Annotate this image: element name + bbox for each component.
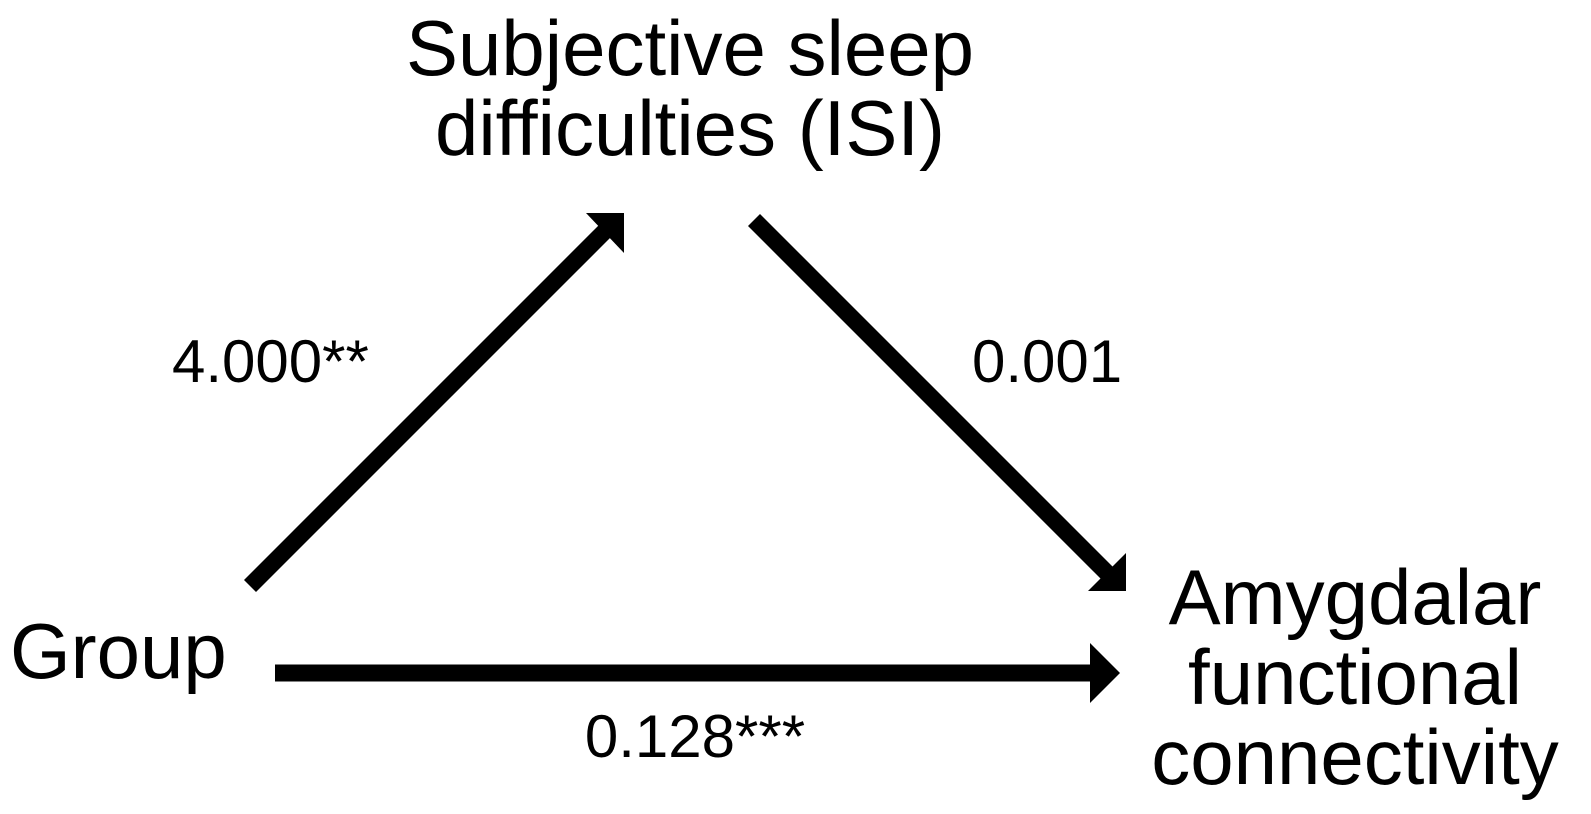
arrow-a: [243, 213, 624, 593]
arrow-c: [275, 643, 1120, 703]
node-label: Group: [10, 607, 227, 695]
arrow-shaft: [243, 221, 615, 593]
arrow-shaft: [747, 213, 1117, 583]
arrow-head: [1090, 643, 1120, 703]
node-label: Amygdalar: [1169, 553, 1542, 641]
edge-label: 4.000**: [172, 328, 369, 395]
node-label: difficulties (ISI): [435, 84, 945, 172]
node-label: functional: [1188, 633, 1522, 721]
node-label: Subjective sleep: [406, 4, 974, 92]
arrow-b: [747, 213, 1126, 591]
edge-label: 0.001: [972, 328, 1122, 395]
node-label: connectivity: [1151, 713, 1559, 801]
arrow-head: [586, 213, 624, 253]
arrow-head: [1088, 553, 1126, 591]
edge-label: 0.128***: [585, 703, 805, 770]
